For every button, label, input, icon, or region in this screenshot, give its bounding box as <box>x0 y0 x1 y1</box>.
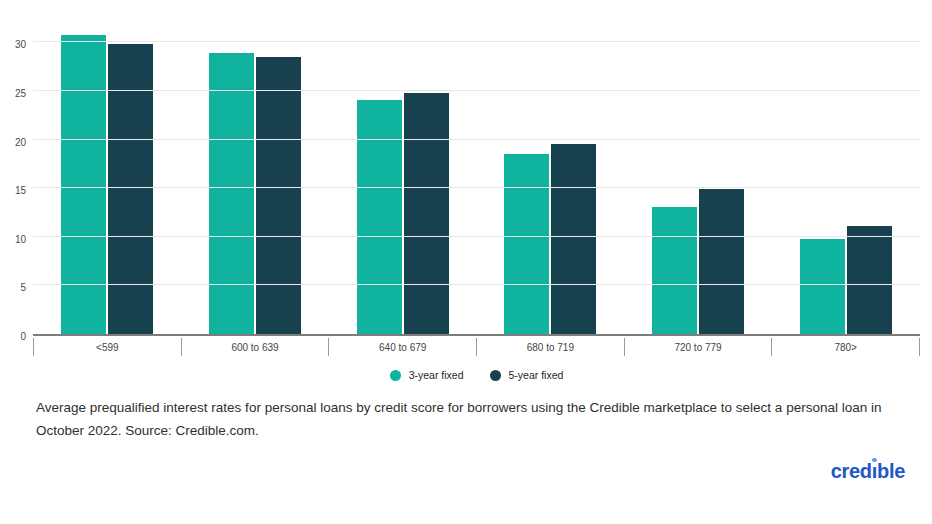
legend-label: 5-year fixed <box>509 369 564 381</box>
logo-i-dot-icon <box>872 458 876 462</box>
legend-item-3-year-fixed: 3-year fixed <box>390 369 464 381</box>
bar-5-year-fixed <box>108 44 153 334</box>
x-category-label-6: 780> <box>771 338 920 356</box>
bar-3-year-fixed <box>357 100 402 334</box>
x-category-label-2: 600 to 639 <box>181 338 329 356</box>
gridline-y30 <box>33 41 920 42</box>
bar-group-3 <box>329 20 477 334</box>
bar-3-year-fixed <box>652 207 697 334</box>
bar-group-5 <box>624 20 772 334</box>
gridline-y15 <box>33 187 920 188</box>
bar-5-year-fixed <box>847 226 892 334</box>
bar-5-year-fixed <box>551 144 596 334</box>
bar-5-year-fixed <box>404 93 449 334</box>
legend-item-5-year-fixed: 5-year fixed <box>490 369 564 381</box>
x-category-label-5: 720 to 779 <box>624 338 772 356</box>
bar-3-year-fixed <box>61 35 106 334</box>
y-tick-label: 25 <box>0 87 26 98</box>
legend-label: 3-year fixed <box>409 369 464 381</box>
y-tick-label: 30 <box>0 39 26 50</box>
bar-5-year-fixed <box>699 189 744 334</box>
x-axis: <599600 to 639640 to 679680 to 719720 to… <box>33 338 920 356</box>
bar-group-6 <box>772 20 920 334</box>
y-tick-label: 0 <box>0 331 26 342</box>
bar-3-year-fixed <box>800 239 845 334</box>
gridline-y10 <box>33 236 920 237</box>
chart-page: 051015202530 <599600 to 639640 to 679680… <box>0 0 932 524</box>
legend: 3-year fixed 5-year fixed <box>33 367 920 383</box>
bar-5-year-fixed <box>256 57 301 334</box>
bars-row <box>33 20 920 334</box>
x-category-label-1: <599 <box>33 338 181 356</box>
gridline-y5 <box>33 284 920 285</box>
x-category-label-4: 680 to 719 <box>476 338 624 356</box>
plot-area: 051015202530 <box>33 20 920 336</box>
bar-group-2 <box>181 20 329 334</box>
x-category-label-3: 640 to 679 <box>328 338 476 356</box>
logo-text-part: cred <box>831 460 872 482</box>
y-tick-label: 10 <box>0 233 26 244</box>
logo-letter-i: ı <box>872 457 877 485</box>
gridline-y25 <box>33 90 920 91</box>
legend-dot-icon <box>490 370 501 381</box>
bar-group-4 <box>476 20 624 334</box>
bar-3-year-fixed <box>209 53 254 334</box>
legend-dot-icon <box>390 370 401 381</box>
bar-group-1 <box>33 20 181 334</box>
credible-logo: credıble <box>831 457 905 485</box>
y-tick-label: 15 <box>0 185 26 196</box>
logo-text-part: ble <box>877 460 905 482</box>
y-tick-label: 20 <box>0 136 26 147</box>
bar-3-year-fixed <box>504 154 549 334</box>
chart-caption: Average prequalified interest rates for … <box>36 396 910 442</box>
gridline-y20 <box>33 139 920 140</box>
y-tick-label: 5 <box>0 282 26 293</box>
